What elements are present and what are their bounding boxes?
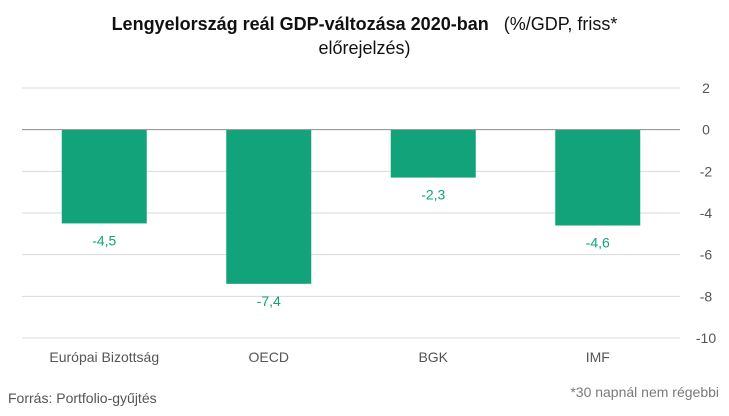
x-tick-label: IMF	[586, 349, 610, 365]
source-note: Forrás: Portfolio-gyűjtés	[8, 390, 157, 406]
data-label: -2,3	[421, 187, 445, 203]
data-label: -4,6	[586, 235, 610, 251]
bar	[226, 129, 312, 284]
y-tick-label: 0	[702, 122, 710, 138]
chart-title-line2: előrejelzés)	[318, 38, 411, 58]
chart-title-main: Lengyelország reál GDP-változása 2020-ba…	[111, 14, 489, 34]
bar	[390, 129, 476, 178]
x-tick-label: Európai Bizottság	[49, 349, 159, 365]
x-tick-label: OECD	[249, 349, 289, 365]
y-tick-label: -6	[700, 247, 713, 263]
footnote: *30 napnál nem régebbi	[570, 384, 719, 400]
y-tick-label: -10	[696, 330, 716, 346]
y-tick-label: -4	[700, 205, 713, 221]
y-tick-label: 2	[702, 80, 710, 96]
y-tick-label: -8	[700, 288, 713, 304]
data-label: -4,5	[92, 232, 116, 248]
chart-title-unit: (%/GDP, friss*	[503, 14, 618, 34]
y-tick-label: -2	[700, 163, 713, 179]
data-label: -7,4	[257, 293, 281, 309]
bar	[555, 129, 641, 226]
x-tick-label: BGK	[418, 349, 448, 365]
bar	[61, 129, 147, 224]
chart-title: Lengyelország reál GDP-változása 2020-ba…	[0, 12, 729, 60]
